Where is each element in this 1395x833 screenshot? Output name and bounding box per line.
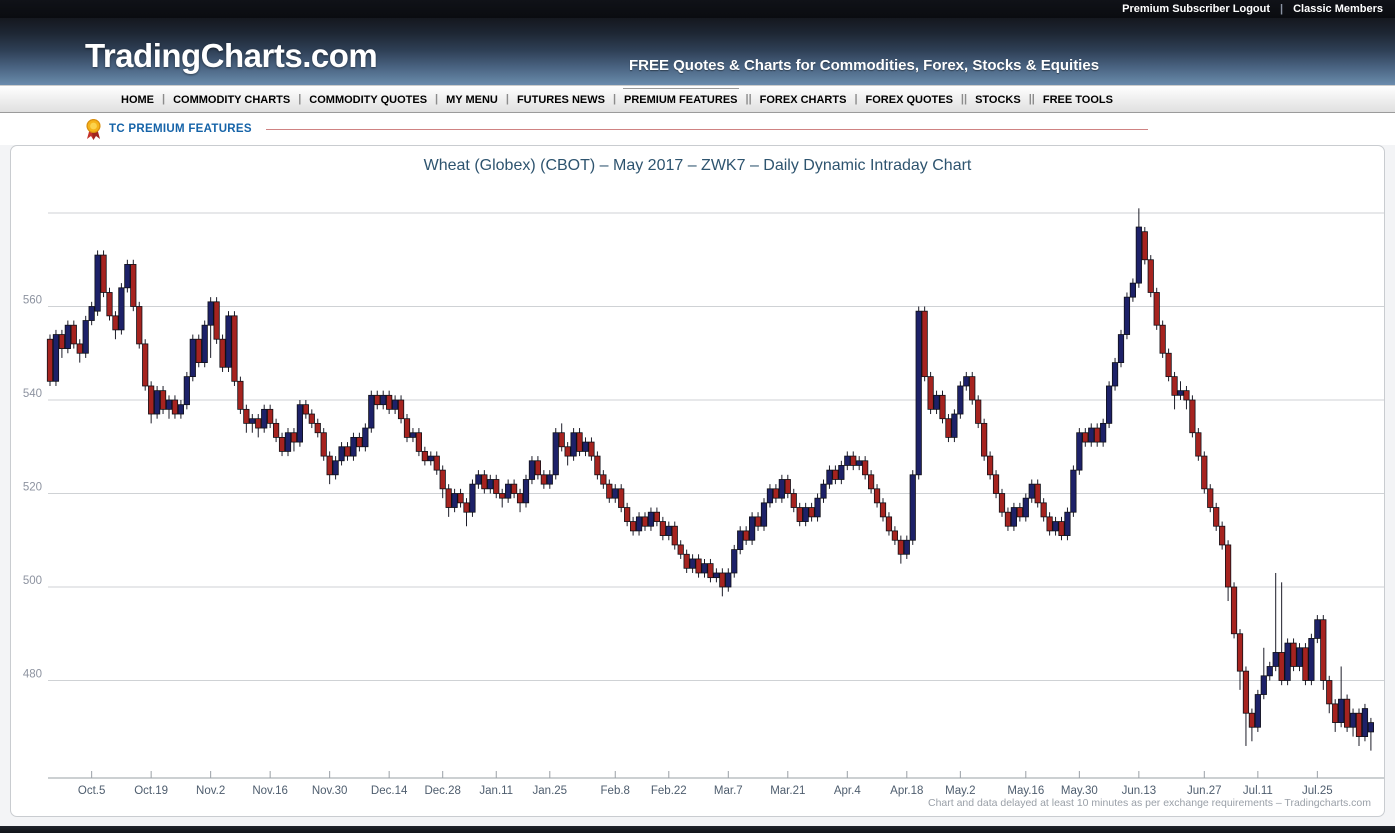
topbar-link-premium-subscriber-logout[interactable]: Premium Subscriber Logout xyxy=(1122,3,1271,15)
topbar-link-classic-members[interactable]: Classic Members xyxy=(1293,3,1383,15)
svg-text:Nov.16: Nov.16 xyxy=(252,785,288,797)
svg-text:500: 500 xyxy=(23,575,42,587)
svg-text:Jul.11: Jul.11 xyxy=(1243,785,1273,797)
nav-item-stocks[interactable]: STOCKS xyxy=(975,93,1021,106)
premium-features-strip: TC PREMIUM FEATURES xyxy=(0,113,1395,145)
svg-text:Jan.25: Jan.25 xyxy=(533,785,568,797)
nav-item-futures-news[interactable]: FUTURES NEWS xyxy=(516,93,605,106)
candlestick-chart: 560 540 520 500 480 Oct.5 Oct.19 Nov.2 Nov.16 Nov… xyxy=(23,208,1384,797)
nav-separator: || xyxy=(1028,93,1035,105)
chart-card: Wheat (Globex) (CBOT) – May 2017 – ZWK7 … xyxy=(10,145,1385,817)
svg-text:540: 540 xyxy=(23,388,42,400)
nav-item-forex-quotes[interactable]: FOREX QUOTES xyxy=(865,93,953,106)
svg-text:Dec.14: Dec.14 xyxy=(371,785,408,797)
chart-disclaimer: Chart and data delayed at least 10 minut… xyxy=(927,797,1371,809)
nav-item-forex-charts[interactable]: FOREX CHARTS xyxy=(759,93,847,106)
premium-features-link[interactable]: TC PREMIUM FEATURES xyxy=(109,123,252,135)
nav-separator: | xyxy=(854,93,858,105)
nav-separator: | xyxy=(505,93,509,105)
nav-item-home[interactable]: HOME xyxy=(121,93,154,106)
nav-separator: | xyxy=(612,93,617,105)
svg-text:Apr.4: Apr.4 xyxy=(834,785,861,797)
svg-text:Oct.5: Oct.5 xyxy=(78,785,105,797)
main-nav: HOME | COMMODITY CHARTS | COMMODITY QUOTES | M… xyxy=(0,85,1395,113)
svg-text:Nov.2: Nov.2 xyxy=(196,785,225,797)
svg-text:Jun.13: Jun.13 xyxy=(1122,785,1157,797)
svg-text:Nov.30: Nov.30 xyxy=(312,785,348,797)
nav-item-free-tools[interactable]: FREE TOOLS xyxy=(1042,93,1113,106)
svg-text:Jan.11: Jan.11 xyxy=(479,785,513,797)
premium-divider-line xyxy=(265,128,1148,130)
svg-text:480: 480 xyxy=(23,669,42,681)
topbar-separator: | xyxy=(1280,3,1284,15)
nav-item-premium-features[interactable]: PREMIUM FEATURES xyxy=(623,87,739,111)
svg-text:May.2: May.2 xyxy=(945,785,975,797)
svg-text:560: 560 xyxy=(23,295,42,307)
svg-text:May.16: May.16 xyxy=(1007,785,1044,797)
page-bottom-bar xyxy=(0,826,1395,833)
svg-text:Feb.22: Feb.22 xyxy=(651,785,687,797)
nav-separator: | xyxy=(162,93,166,105)
site-tagline: FREE Quotes & Charts for Commodities, Fo… xyxy=(628,57,1100,74)
svg-text:Jun.27: Jun.27 xyxy=(1187,785,1222,797)
site-header: TradingCharts.com FREE Quotes & Charts f… xyxy=(0,18,1395,85)
top-account-bar: Premium Subscriber Logout | Classic Member… xyxy=(0,0,1395,18)
nav-item-commodity-charts[interactable]: COMMODITY CHARTS xyxy=(173,93,291,106)
svg-text:Feb.8: Feb.8 xyxy=(601,785,630,797)
nav-separator: || xyxy=(745,93,752,105)
svg-text:Mar.21: Mar.21 xyxy=(770,785,805,797)
svg-text:May.30: May.30 xyxy=(1061,785,1098,797)
svg-text:Oct.19: Oct.19 xyxy=(134,785,168,797)
nav-separator: | xyxy=(298,93,302,105)
svg-text:Apr.18: Apr.18 xyxy=(890,785,923,797)
premium-medal-icon xyxy=(85,118,102,140)
nav-item-my-menu[interactable]: MY MENU xyxy=(446,93,498,106)
nav-item-commodity-quotes[interactable]: COMMODITY QUOTES xyxy=(309,93,428,106)
nav-separator: || xyxy=(960,93,968,105)
svg-text:Jul.25: Jul.25 xyxy=(1302,785,1333,797)
svg-text:520: 520 xyxy=(23,482,42,494)
chart-title: Wheat (Globex) (CBOT) – May 2017 – ZWK7 … xyxy=(423,157,972,174)
nav-separator: | xyxy=(435,93,439,105)
site-logo[interactable]: TradingCharts.com xyxy=(85,37,378,74)
svg-text:Mar.7: Mar.7 xyxy=(714,785,743,797)
svg-text:Dec.28: Dec.28 xyxy=(424,785,460,797)
